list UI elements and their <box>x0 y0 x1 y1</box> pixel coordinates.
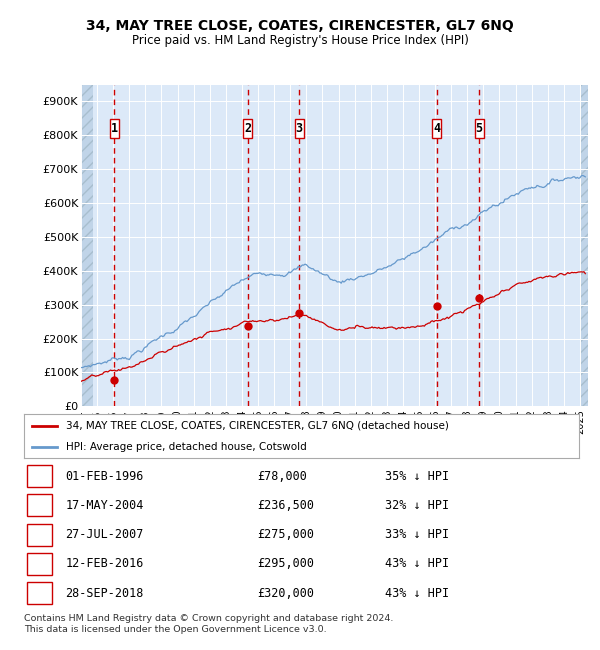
Text: 27-JUL-2007: 27-JUL-2007 <box>65 528 144 541</box>
FancyBboxPatch shape <box>27 582 52 604</box>
Bar <box>581 84 589 406</box>
Text: 34, MAY TREE CLOSE, COATES, CIRENCESTER, GL7 6NQ (detached house): 34, MAY TREE CLOSE, COATES, CIRENCESTER,… <box>65 421 449 431</box>
Text: 4: 4 <box>433 122 440 135</box>
Text: 4: 4 <box>35 558 43 571</box>
Text: 35% ↓ HPI: 35% ↓ HPI <box>385 469 449 482</box>
Text: 2: 2 <box>35 499 43 512</box>
Text: 32% ↓ HPI: 32% ↓ HPI <box>385 499 449 512</box>
Text: Contains HM Land Registry data © Crown copyright and database right 2024.
This d: Contains HM Land Registry data © Crown c… <box>24 614 394 634</box>
Text: £236,500: £236,500 <box>257 499 314 512</box>
Text: £320,000: £320,000 <box>257 586 314 599</box>
Text: 5: 5 <box>476 122 483 135</box>
Text: 5: 5 <box>35 586 43 599</box>
Text: £275,000: £275,000 <box>257 528 314 541</box>
FancyBboxPatch shape <box>27 553 52 575</box>
FancyBboxPatch shape <box>110 119 119 138</box>
FancyBboxPatch shape <box>27 495 52 516</box>
Text: 3: 3 <box>296 122 303 135</box>
Text: 3: 3 <box>35 528 43 541</box>
FancyBboxPatch shape <box>27 524 52 545</box>
FancyBboxPatch shape <box>433 119 441 138</box>
Text: HPI: Average price, detached house, Cotswold: HPI: Average price, detached house, Cots… <box>65 442 307 452</box>
Text: 01-FEB-1996: 01-FEB-1996 <box>65 469 144 482</box>
Text: 1: 1 <box>111 122 118 135</box>
FancyBboxPatch shape <box>295 119 304 138</box>
Text: £295,000: £295,000 <box>257 558 314 571</box>
Text: 17-MAY-2004: 17-MAY-2004 <box>65 499 144 512</box>
FancyBboxPatch shape <box>475 119 484 138</box>
Text: 1: 1 <box>35 469 43 482</box>
Text: 43% ↓ HPI: 43% ↓ HPI <box>385 586 449 599</box>
Bar <box>81 84 93 406</box>
Text: £78,000: £78,000 <box>257 469 307 482</box>
Text: 2: 2 <box>244 122 251 135</box>
FancyBboxPatch shape <box>27 465 52 487</box>
Text: 34, MAY TREE CLOSE, COATES, CIRENCESTER, GL7 6NQ: 34, MAY TREE CLOSE, COATES, CIRENCESTER,… <box>86 19 514 33</box>
Text: 33% ↓ HPI: 33% ↓ HPI <box>385 528 449 541</box>
Text: 28-SEP-2018: 28-SEP-2018 <box>65 586 144 599</box>
Text: Price paid vs. HM Land Registry's House Price Index (HPI): Price paid vs. HM Land Registry's House … <box>131 34 469 47</box>
FancyBboxPatch shape <box>244 119 253 138</box>
Text: 43% ↓ HPI: 43% ↓ HPI <box>385 558 449 571</box>
Text: 12-FEB-2016: 12-FEB-2016 <box>65 558 144 571</box>
